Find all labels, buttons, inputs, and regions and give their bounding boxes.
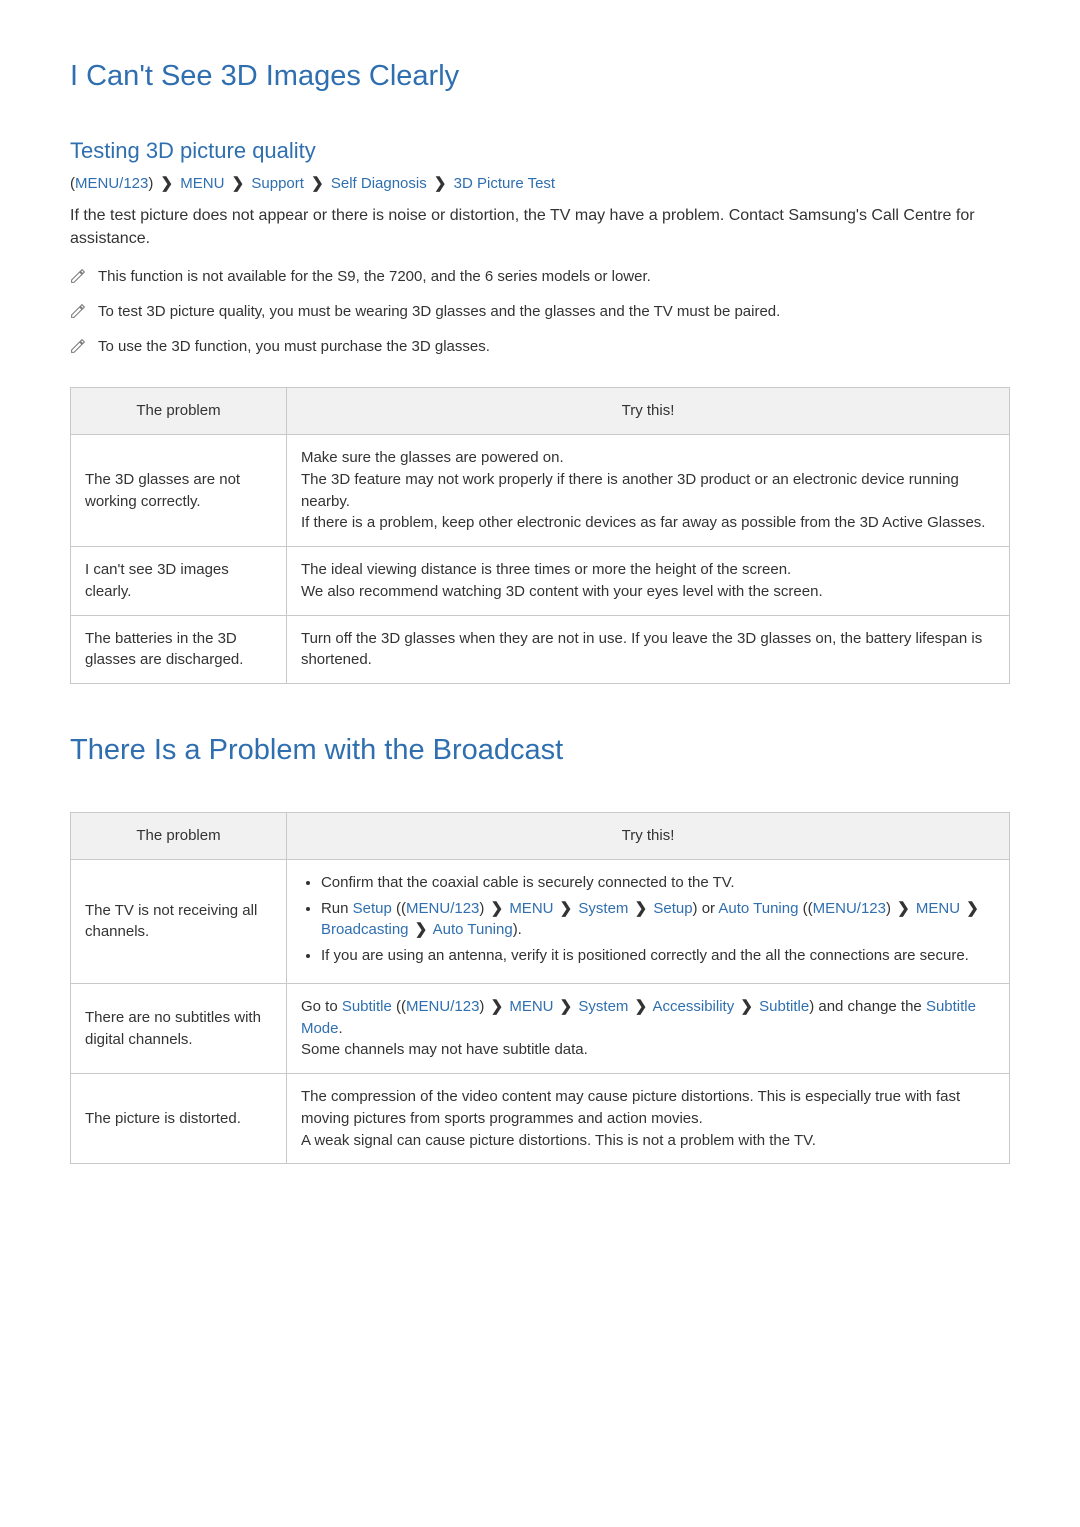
note-item: This function is not available for the S… — [70, 266, 1010, 287]
section1-subtitle: Testing 3D picture quality — [70, 138, 1010, 164]
table-row: There are no subtitles with digital chan… — [71, 983, 1010, 1073]
path-step: Support — [251, 175, 304, 192]
chevron-right-icon: ❯ — [161, 174, 174, 192]
cell-solution: Confirm that the coaxial cable is secure… — [286, 859, 1009, 983]
cell-problem: The picture is distorted. — [71, 1074, 287, 1164]
chevron-right-icon: ❯ — [434, 174, 447, 192]
table-row: The 3D glasses are not working correctly… — [71, 435, 1010, 547]
note-text: To use the 3D function, you must purchas… — [98, 336, 490, 357]
table-row: The TV is not receiving all channels. Co… — [71, 859, 1010, 983]
col-header-trythis: Try this! — [286, 388, 1009, 435]
path-menu123: MENU/123 — [75, 175, 148, 192]
table-row: I can't see 3D images clearly. The ideal… — [71, 547, 1010, 616]
cell-problem: The 3D glasses are not working correctly… — [71, 435, 287, 547]
troubleshoot-table-broadcast: The problem Try this! The TV is not rece… — [70, 812, 1010, 1164]
menu-path: (MENU/123) ❯ MENU ❯ Support ❯ Self Diagn… — [70, 174, 1010, 192]
path-step: MENU — [180, 175, 224, 192]
pencil-icon — [70, 303, 98, 319]
chevron-right-icon: ❯ — [232, 174, 245, 192]
note-text: This function is not available for the S… — [98, 266, 651, 287]
cell-problem: There are no subtitles with digital chan… — [71, 983, 287, 1073]
section1-lead: If the test picture does not appear or t… — [70, 204, 1010, 250]
cell-solution: Go to Subtitle ((MENU/123) ❯ MENU ❯ Syst… — [286, 983, 1009, 1073]
pencil-icon — [70, 268, 98, 284]
note-item: To test 3D picture quality, you must be … — [70, 301, 1010, 322]
cell-problem: I can't see 3D images clearly. — [71, 547, 287, 616]
col-header-problem: The problem — [71, 813, 287, 860]
col-header-problem: The problem — [71, 388, 287, 435]
cell-solution: Turn off the 3D glasses when they are no… — [286, 615, 1009, 684]
table-row: The batteries in the 3D glasses are disc… — [71, 615, 1010, 684]
col-header-trythis: Try this! — [286, 813, 1009, 860]
pencil-icon — [70, 338, 98, 354]
cell-solution: The compression of the video content may… — [286, 1074, 1009, 1164]
table-row: The picture is distorted. The compressio… — [71, 1074, 1010, 1164]
path-step: 3D Picture Test — [454, 175, 555, 192]
cell-solution: The ideal viewing distance is three time… — [286, 547, 1009, 616]
note-list: This function is not available for the S… — [70, 266, 1010, 357]
chevron-right-icon: ❯ — [311, 174, 324, 192]
cell-problem: The batteries in the 3D glasses are disc… — [71, 615, 287, 684]
section2-title: There Is a Problem with the Broadcast — [70, 734, 1010, 767]
section1-title: I Can't See 3D Images Clearly — [70, 60, 1010, 93]
path-step: Self Diagnosis — [331, 175, 427, 192]
cell-solution: Make sure the glasses are powered on.The… — [286, 435, 1009, 547]
cell-problem: The TV is not receiving all channels. — [71, 859, 287, 983]
note-item: To use the 3D function, you must purchas… — [70, 336, 1010, 357]
troubleshoot-table-3d: The problem Try this! The 3D glasses are… — [70, 387, 1010, 684]
note-text: To test 3D picture quality, you must be … — [98, 301, 780, 322]
